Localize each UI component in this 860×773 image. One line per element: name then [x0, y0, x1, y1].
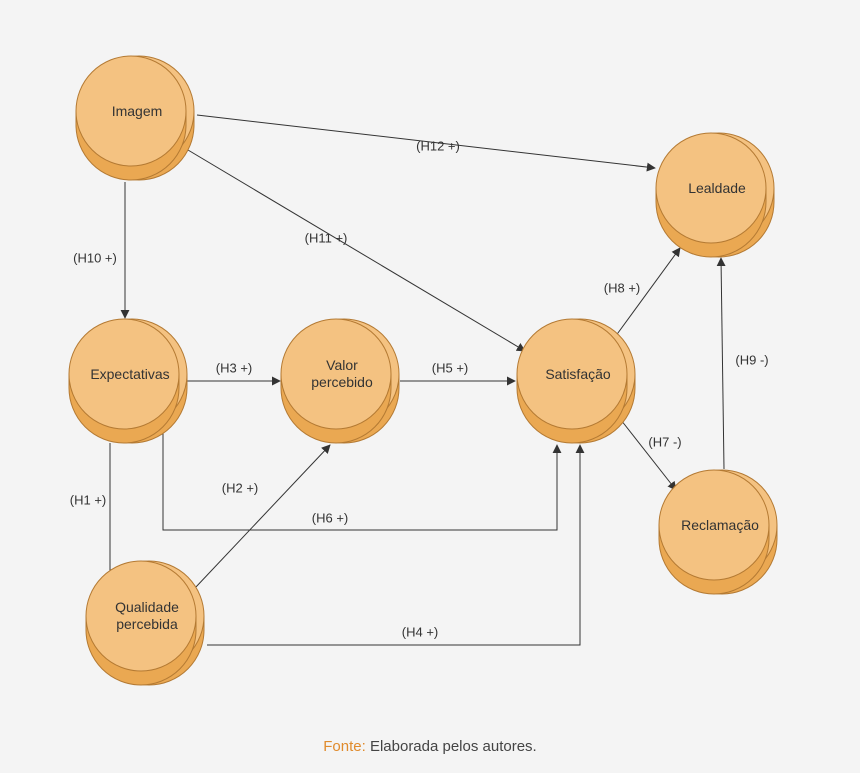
edge-label-h4: (H4 +)	[402, 625, 438, 640]
edge-label-h1: (H1 +)	[70, 493, 106, 508]
edge-label-h7: (H7 -)	[648, 435, 681, 450]
edge-h4	[207, 445, 580, 645]
edge-label-h8: (H8 +)	[604, 281, 640, 296]
caption-text: Elaborada pelos autores.	[366, 738, 537, 755]
edge-label-h3: (H3 +)	[216, 361, 252, 376]
edge-label-h12: (H12 +)	[416, 139, 460, 154]
edge-label-h5: (H5 +)	[432, 361, 468, 376]
edge-label-h11: (H11 +)	[305, 231, 348, 246]
edge-label-h9: (H9 -)	[735, 353, 768, 368]
edge-h7	[621, 420, 676, 490]
edge-label-h10: (H10 +)	[73, 251, 117, 266]
edge-h9	[721, 258, 724, 469]
caption-prefix: Fonte:	[323, 738, 366, 755]
edge-h11	[188, 150, 525, 351]
edges-layer	[0, 0, 860, 773]
figure-caption: Fonte: Elaborada pelos autores.	[0, 738, 860, 755]
edge-label-h2: (H2 +)	[222, 481, 258, 496]
edge-h1	[110, 443, 117, 580]
edge-label-h6: (H6 +)	[312, 511, 348, 526]
edge-h2	[195, 445, 330, 588]
